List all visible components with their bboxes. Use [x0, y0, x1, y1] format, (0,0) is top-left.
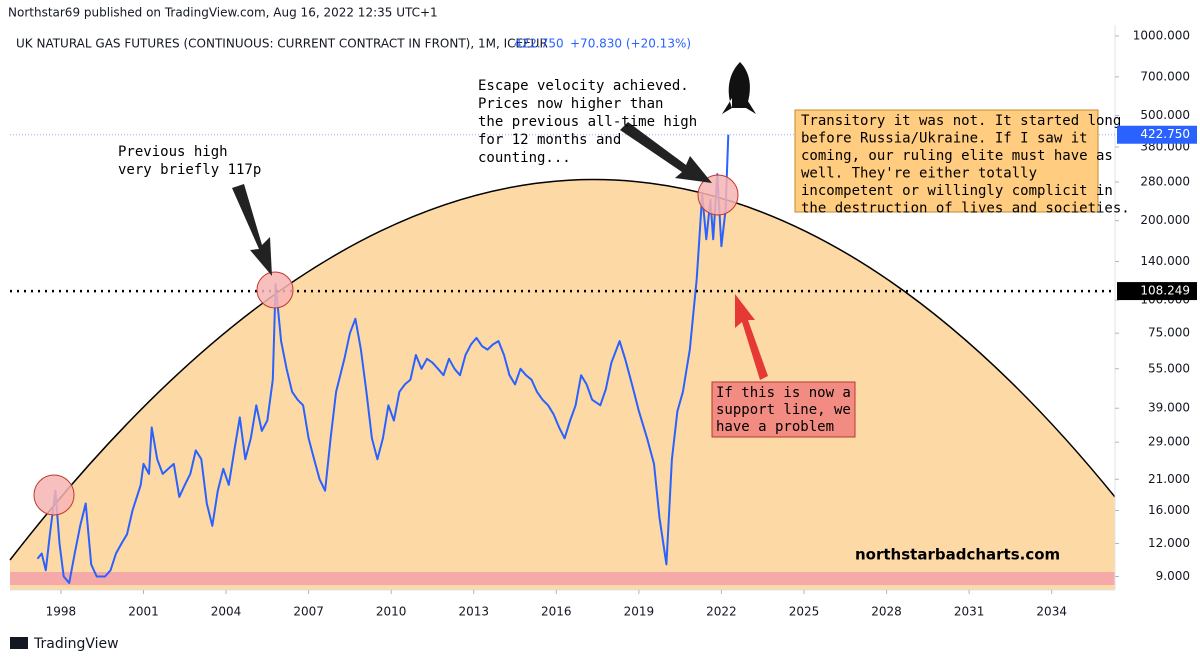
plot	[10, 134, 1115, 584]
price-tag	[1117, 282, 1197, 301]
brand-name: TradingView	[33, 636, 119, 652]
annotation-text: counting...	[478, 150, 571, 166]
annotation-text: Escape velocity achieved.	[478, 78, 689, 94]
y-tick-label: 280.000	[1140, 175, 1190, 189]
price-tag-label: 108.249	[1140, 284, 1190, 298]
arch-fill	[10, 179, 1115, 590]
price-line	[36, 134, 730, 584]
y-tick-label: 16.000	[1148, 503, 1190, 517]
annotation-text: the previous all-time high	[478, 114, 697, 130]
last-price: 422.750	[514, 37, 564, 51]
x-tick-label: 2025	[789, 605, 820, 619]
y-tick-label: 1000.000	[1133, 28, 1190, 42]
annotation-text: Prices now higher than	[478, 96, 663, 112]
highlight-circle	[33, 474, 75, 516]
price-tag-label: 422.750	[1140, 127, 1190, 141]
y-tick-label: 700.000	[1140, 69, 1190, 83]
y-tick-label: 21.000	[1148, 472, 1190, 486]
x-tick-label: 1998	[46, 605, 77, 619]
x-tick-label: 2004	[211, 605, 242, 619]
rocket-icon	[722, 62, 756, 114]
x-tick-label: 2007	[293, 605, 324, 619]
symbol-name: UK NATURAL GAS FUTURES (CONTINUOUS: CURR…	[16, 37, 548, 51]
annotations: Previous high very briefly 117p Escape vel…	[118, 78, 1130, 435]
annotation-text: If this is now a	[716, 385, 851, 401]
annotation-text: the destruction of lives and societies.	[801, 201, 1130, 217]
x-tick-label: 2022	[706, 605, 737, 619]
publisher-line: Northstar69 published on TradingView.com…	[8, 6, 438, 20]
y-tick-label: 75.000	[1148, 326, 1190, 340]
y-tick-label: 12.000	[1148, 536, 1190, 550]
x-tick-label: 2010	[376, 605, 407, 619]
annotation-text: Previous high	[118, 144, 228, 160]
x-tick-label: 2001	[128, 605, 159, 619]
note-box	[711, 381, 856, 438]
annotation-text: incompetent or willingly complicit in	[801, 183, 1113, 199]
arrow	[620, 122, 712, 183]
annotation-text: Transitory it was not. It started long	[801, 113, 1121, 129]
y-tick-label: 140.000	[1140, 254, 1190, 268]
symbol-legend: UK NATURAL GAS FUTURES (CONTINUOUS: CURR…	[16, 37, 691, 51]
highlight-circle	[256, 271, 294, 309]
annotation-text: coming, our ruling elite must have as	[801, 148, 1113, 164]
annotation-text: well. They're either totally	[801, 166, 1037, 182]
x-tick-label: 2016	[541, 605, 572, 619]
arch-line	[9, 178, 1116, 561]
arrow	[735, 294, 768, 380]
annotation-text: support line, we	[716, 402, 851, 418]
y-tick-label: 200.000	[1140, 213, 1190, 227]
y-tick-label: 500.000	[1140, 108, 1190, 122]
x-tick-label: 2031	[954, 605, 985, 619]
y-tick-label: 39.000	[1148, 401, 1190, 415]
x-tick-label: 2019	[624, 605, 655, 619]
annotation-text: for 12 months and	[478, 132, 621, 148]
highlight-circle	[697, 174, 739, 216]
price-change: +70.830 (+20.13%)	[570, 37, 691, 51]
y-tick-label: 29.000	[1148, 435, 1190, 449]
arrow	[232, 184, 272, 276]
x-tick-label: 2034	[1036, 605, 1067, 619]
support-band	[10, 572, 1115, 585]
brand-logo	[10, 637, 28, 649]
annotation-text: have a problem	[716, 419, 834, 435]
x-tick-label: 2013	[458, 605, 489, 619]
y-tick-label: 55.000	[1148, 361, 1190, 375]
watermark: northstarbadcharts.com	[855, 546, 1060, 564]
annotation-text: before Russia/Ukraine. If I saw it	[801, 131, 1088, 147]
x-tick-label: 2028	[871, 605, 902, 619]
note-box	[794, 109, 1099, 213]
y-tick-label: 9.000	[1156, 569, 1190, 583]
price-tag	[1117, 125, 1197, 144]
annotation-text: very briefly 117p	[118, 162, 261, 178]
